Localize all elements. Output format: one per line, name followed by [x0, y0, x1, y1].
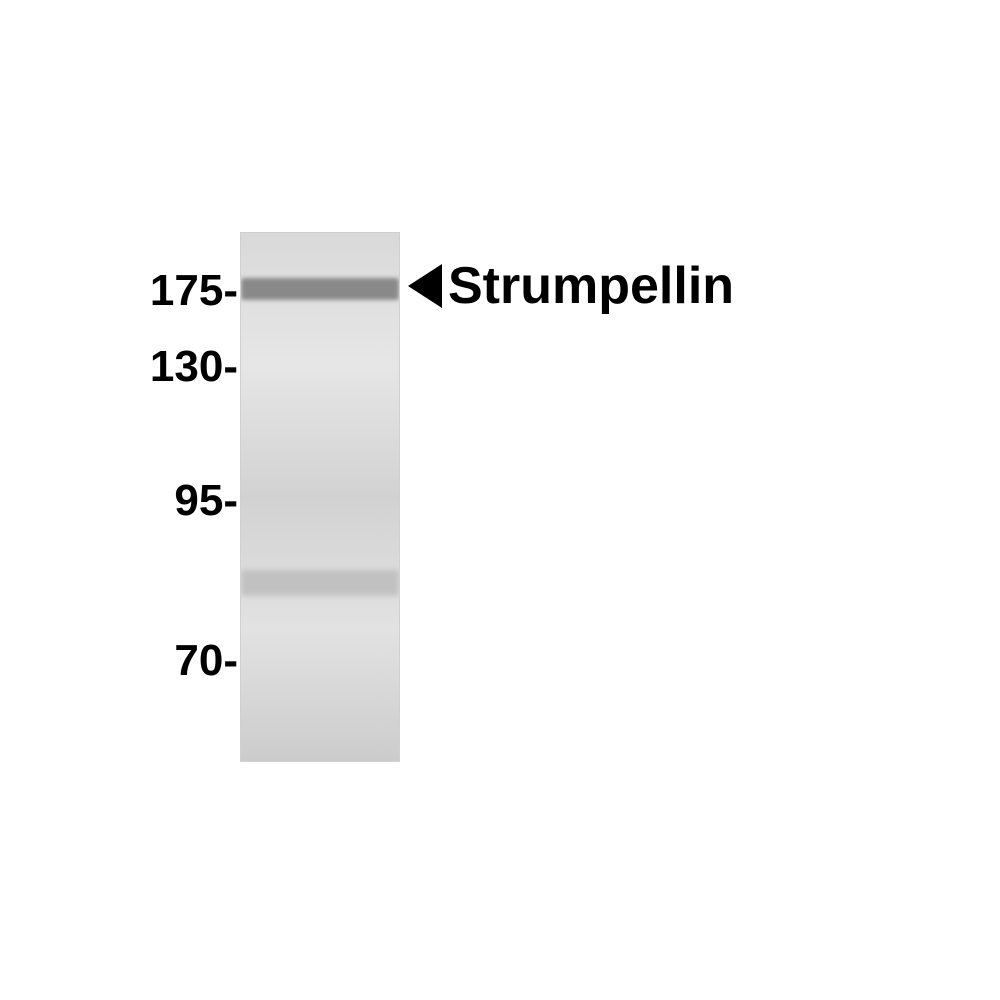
gel-lane — [240, 232, 400, 762]
marker-label: 130- — [150, 342, 238, 392]
protein-label: Strumpellin — [408, 256, 734, 316]
marker-label: 70- — [174, 636, 238, 686]
marker-label: 95- — [174, 476, 238, 526]
arrowhead-icon — [408, 264, 442, 308]
band-primary-band — [241, 278, 399, 300]
gel-lane-background — [241, 233, 399, 761]
band-secondary-band — [241, 570, 399, 596]
western-blot-figure: 175- 130- 95- 70- Strumpellin — [0, 0, 1000, 1000]
protein-label-text: Strumpellin — [448, 256, 734, 316]
marker-label: 175- — [150, 266, 238, 316]
